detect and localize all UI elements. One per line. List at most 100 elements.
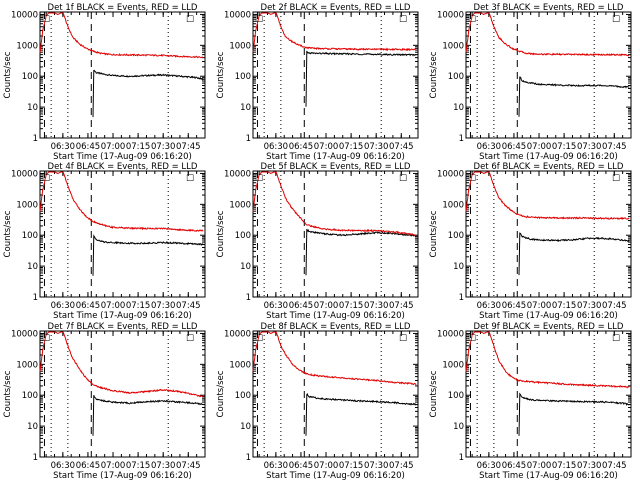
y-tick-label: 100 <box>22 231 38 241</box>
legend-glyph-right: □ <box>399 14 407 24</box>
lld-series-line <box>465 331 630 389</box>
y-tick-label: 100 <box>22 72 38 82</box>
y-tick-label: 100 <box>235 72 251 82</box>
y-tick-label: 10 <box>453 262 464 272</box>
x-tick-label: 07:30 <box>577 142 602 152</box>
y-tick-label: 10000 <box>437 169 464 179</box>
x-tick-label: 07:15 <box>552 301 577 311</box>
x-tick-label: 07:00 <box>101 142 126 152</box>
x-tick-label: 07:15 <box>339 461 364 471</box>
y-tick-label: 1000 <box>442 200 464 210</box>
x-tick-label: 07:30 <box>151 142 176 152</box>
y-tick-label: 1000 <box>442 360 464 370</box>
y-axis-label: Counts/sec <box>429 210 439 257</box>
plot-frame <box>252 11 419 139</box>
plot-frame <box>465 170 632 298</box>
y-tick-label: 100 <box>235 391 251 401</box>
x-tick-label: 07:00 <box>314 461 339 471</box>
x-tick-label: 07:45 <box>176 461 201 471</box>
y-tick-label: 1000 <box>229 360 251 370</box>
y-tick-label: 1000 <box>16 200 38 210</box>
panel-det-7: Det 7f BLACK = Events, RED = LLD 1 10 100 10… <box>3 322 206 481</box>
y-tick-label: 10 <box>453 422 464 432</box>
panel-det-4: Det 4f BLACK = Events, RED = LLD 1 10 100 10… <box>3 162 206 321</box>
x-axis-label: Start Time (17-Aug-09 06:16:20) <box>266 152 405 162</box>
y-axis-label: Counts/sec <box>3 210 13 257</box>
lld-series-line <box>39 331 204 398</box>
panel-det-8: Det 8f BLACK = Events, RED = LLD 1 10 100 10… <box>216 322 419 481</box>
panel-title: Det 9f BLACK = Events, RED = LLD <box>474 322 624 332</box>
x-axis-label: Start Time (17-Aug-09 06:16:20) <box>266 471 405 480</box>
plot-frame <box>39 11 206 139</box>
events-series-line <box>518 392 630 436</box>
y-tick-label: 10000 <box>11 10 38 20</box>
plot-frame <box>39 170 206 298</box>
x-tick-label: 07:15 <box>126 301 151 311</box>
panel-title: Det 6f BLACK = Events, RED = LLD <box>474 162 624 172</box>
x-tick-label: 07:45 <box>389 301 414 311</box>
x-tick-label: 06:30 <box>264 142 289 152</box>
legend-glyph-right: □ <box>186 14 194 24</box>
x-tick-label: 07:00 <box>527 142 552 152</box>
y-tick-label: 100 <box>448 72 464 82</box>
panel-det-6: Det 6f BLACK = Events, RED = LLD 1 10 100 10… <box>429 162 632 321</box>
y-tick-label: 1000 <box>229 200 251 210</box>
x-tick-label: 07:00 <box>527 301 552 311</box>
lld-series-line <box>252 331 417 386</box>
x-tick-label: 06:30 <box>477 301 502 311</box>
x-tick-label: 06:30 <box>264 461 289 471</box>
y-tick-label: 10000 <box>437 329 464 339</box>
x-tick-label: 06:45 <box>76 301 101 311</box>
x-tick-label: 06:45 <box>502 301 527 311</box>
x-tick-label: 06:30 <box>51 461 76 471</box>
y-tick-label: 1 <box>33 453 38 463</box>
plot-frame <box>39 330 206 458</box>
lld-series-line <box>465 12 630 57</box>
x-tick-label: 06:30 <box>51 301 76 311</box>
y-tick-label: 10 <box>27 103 38 113</box>
lld-series-line <box>252 171 417 237</box>
x-tick-label: 07:30 <box>364 461 389 471</box>
legend-glyph-right: □ <box>612 333 620 343</box>
x-tick-label: 07:30 <box>364 301 389 311</box>
plot-frame <box>252 170 419 298</box>
y-tick-label: 10 <box>453 103 464 113</box>
y-tick-label: 10 <box>240 422 251 432</box>
events-series-line <box>518 76 630 117</box>
events-series-line <box>305 50 417 107</box>
y-tick-label: 100 <box>448 391 464 401</box>
y-tick-label: 10 <box>240 262 251 272</box>
y-axis-label: Counts/sec <box>3 51 13 98</box>
plot-frame <box>465 11 632 139</box>
x-tick-label: 07:00 <box>101 461 126 471</box>
x-tick-label: 07:45 <box>176 142 201 152</box>
x-tick-label: 07:45 <box>176 301 201 311</box>
x-tick-label: 07:30 <box>364 142 389 152</box>
x-tick-label: 07:15 <box>339 142 364 152</box>
lld-series-line <box>39 171 204 233</box>
x-tick-label: 07:15 <box>552 142 577 152</box>
panel-title: Det 8f BLACK = Events, RED = LLD <box>261 322 411 332</box>
legend-glyph-right: □ <box>612 14 620 24</box>
x-tick-label: 07:30 <box>151 461 176 471</box>
panel-det-2: Det 2f BLACK = Events, RED = LLD 1 10 100 10… <box>216 3 419 162</box>
lld-series-line <box>252 12 417 52</box>
lld-series-line <box>39 12 204 59</box>
y-tick-label: 1000 <box>229 41 251 51</box>
x-tick-label: 07:45 <box>602 301 627 311</box>
events-series-line <box>518 232 630 276</box>
y-tick-label: 1 <box>33 134 38 144</box>
y-axis-label: Counts/sec <box>216 370 226 417</box>
events-series-line <box>92 234 204 276</box>
x-tick-label: 07:00 <box>314 142 339 152</box>
panel-det-1: Det 1f BLACK = Events, RED = LLD 1 10 100 10… <box>3 3 206 162</box>
y-tick-label: 10 <box>240 103 251 113</box>
x-axis-label: Start Time (17-Aug-09 06:16:20) <box>479 471 618 480</box>
x-tick-label: 07:45 <box>602 461 627 471</box>
lld-series-line <box>465 171 630 220</box>
y-tick-label: 1 <box>33 293 38 303</box>
y-tick-label: 1 <box>459 293 464 303</box>
panel-det-5: Det 5f BLACK = Events, RED = LLD 1 10 100 10… <box>216 162 419 321</box>
